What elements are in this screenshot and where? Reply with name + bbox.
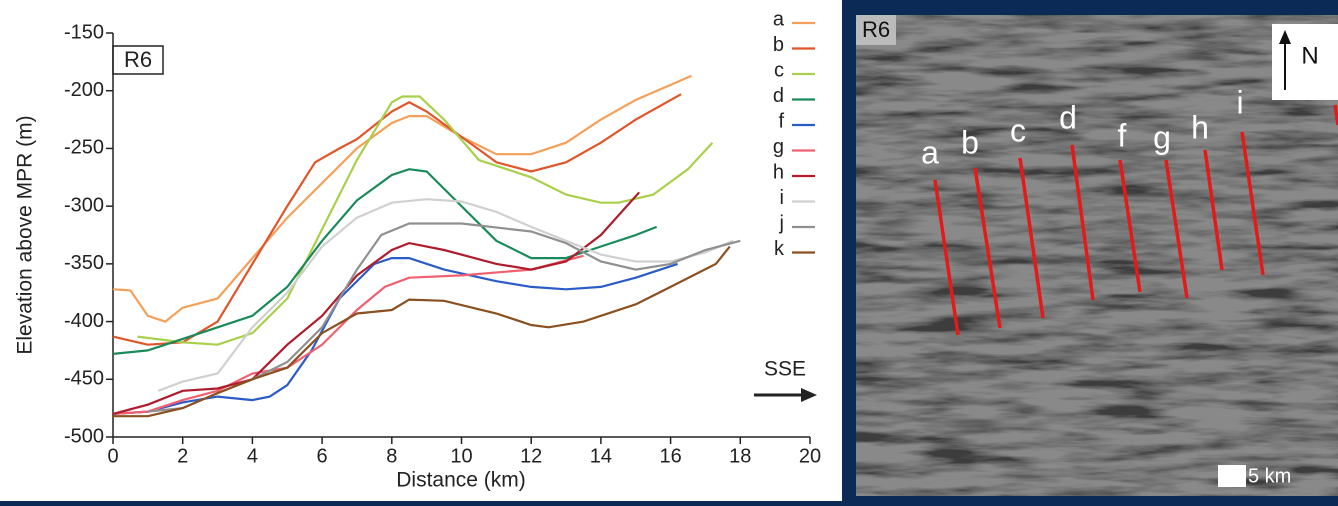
map-label: R6 (862, 17, 890, 42)
x-tick-label: 12 (520, 445, 542, 467)
legend-label: d (773, 85, 784, 107)
x-tick-label: 0 (107, 445, 118, 467)
satellite-image (856, 15, 1338, 496)
annotation: SSE (764, 358, 806, 381)
x-tick-label: 16 (659, 445, 681, 467)
scale-label: 5 km (1248, 465, 1291, 487)
x-tick-label: 8 (386, 445, 397, 467)
x-tick-label: 10 (450, 445, 472, 467)
legend-label: c (774, 59, 784, 81)
legend-label: g (773, 136, 784, 158)
y-tick-label: -250 (64, 137, 104, 159)
profile-label: g (1153, 119, 1171, 155)
profile-label: f (1118, 117, 1127, 153)
legend-label: i (780, 187, 784, 209)
y-tick-label: -500 (64, 425, 104, 447)
map-label-box (856, 15, 896, 45)
profile-line (1240, 131, 1265, 276)
legend-label: f (778, 110, 784, 132)
legend-label: b (773, 34, 784, 56)
profile-label: j (1327, 64, 1335, 100)
arrow-head (801, 388, 817, 402)
y-tick-label: -350 (64, 252, 104, 274)
profile-label: b (961, 124, 979, 160)
series-line (112, 254, 584, 415)
profile-line (933, 179, 960, 336)
series-line (137, 95, 714, 346)
series-line (113, 245, 731, 418)
x-tick-label: 4 (247, 445, 258, 467)
legend-label: j (779, 212, 784, 234)
y-tick-label: -400 (64, 310, 104, 332)
profile-line (1070, 144, 1095, 301)
line-chart: R6 Elevation above MPR (m) Distance (km)… (14, 8, 822, 491)
scale-bar (1218, 465, 1246, 487)
y-tick-label: -300 (64, 194, 104, 216)
series-line (112, 191, 641, 415)
north-arrow-head (1279, 30, 1291, 44)
profile-label: i (1236, 84, 1243, 120)
profile-line (1203, 149, 1224, 271)
x-axis-label: Distance (km) (396, 469, 526, 492)
y-axis-label: Elevation above MPR (m) (14, 115, 37, 354)
profile-label: h (1191, 109, 1209, 145)
y-tick-label: -450 (64, 368, 104, 390)
y-tick-label: -150 (64, 21, 104, 43)
x-tick-label: 18 (729, 445, 751, 467)
x-tick-label: 6 (317, 445, 328, 467)
north-label: N (1301, 42, 1318, 69)
x-tick-label: 2 (177, 445, 188, 467)
chart-panel (0, 0, 842, 501)
series-line (112, 74, 692, 323)
x-tick-label: 20 (799, 445, 821, 467)
profile-label: a (921, 134, 939, 170)
x-tick-label: 14 (590, 445, 612, 467)
legend-label: k (774, 238, 785, 260)
profile-label: c (1010, 112, 1026, 148)
profile-line (973, 167, 1002, 329)
profile-line (1164, 159, 1189, 299)
profile-line (1118, 159, 1142, 293)
panel-label: R6 (124, 47, 152, 72)
y-tick-label: -200 (64, 79, 104, 101)
series-line (157, 198, 734, 392)
profile-label: d (1059, 99, 1077, 135)
legend-label: a (773, 8, 785, 30)
legend-label: h (773, 161, 784, 183)
profile-line (1018, 157, 1045, 319)
image-panel: R6 N 5 km a b c d f g hi j (856, 15, 1338, 496)
series-line (112, 93, 682, 346)
